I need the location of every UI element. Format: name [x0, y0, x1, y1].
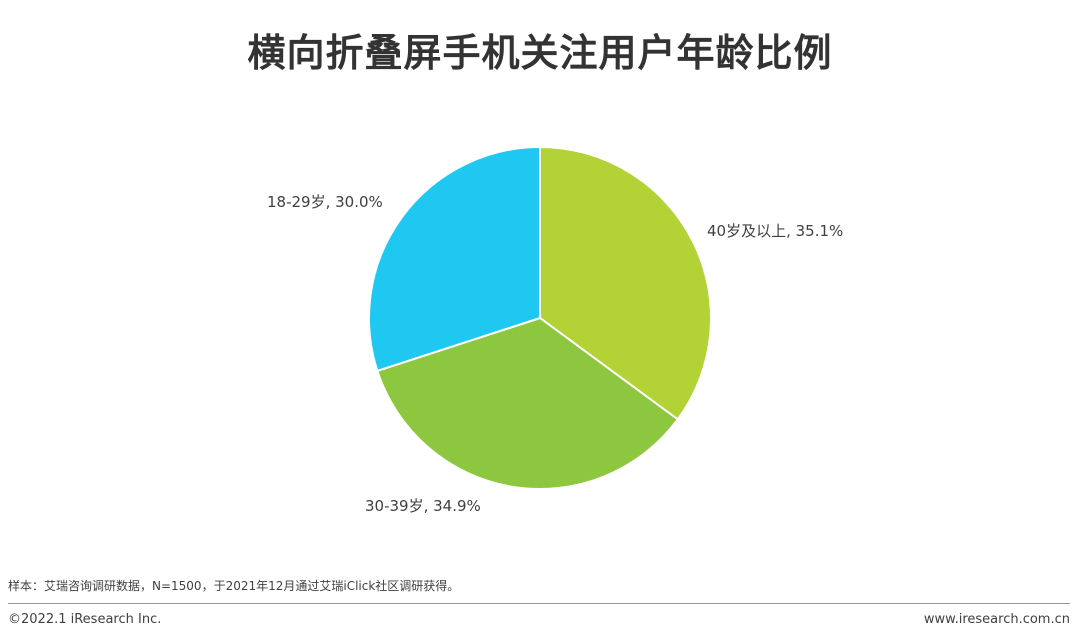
slice-label-1: 40岁及以上, 35.1% [707, 222, 843, 240]
footer-divider [8, 603, 1070, 604]
copyright-text: ©2022.1 iResearch Inc. [8, 612, 162, 627]
slice-label-2: 30-39岁, 34.9% [365, 497, 481, 515]
pie-slice-2 [376, 316, 680, 491]
pie-slice-3 [368, 145, 541, 373]
chart-title: 横向折叠屏手机关注用户年龄比例 [247, 31, 833, 75]
website-text: www.iresearch.com.cn [923, 612, 1070, 627]
pie-slice-1 [539, 145, 713, 421]
slice-label-3: 18-29岁, 30.0% [267, 193, 383, 211]
sample-note: 样本：艾瑞咨询调研数据，N=1500，于2021年12月通过艾瑞iClick社区… [8, 579, 460, 593]
